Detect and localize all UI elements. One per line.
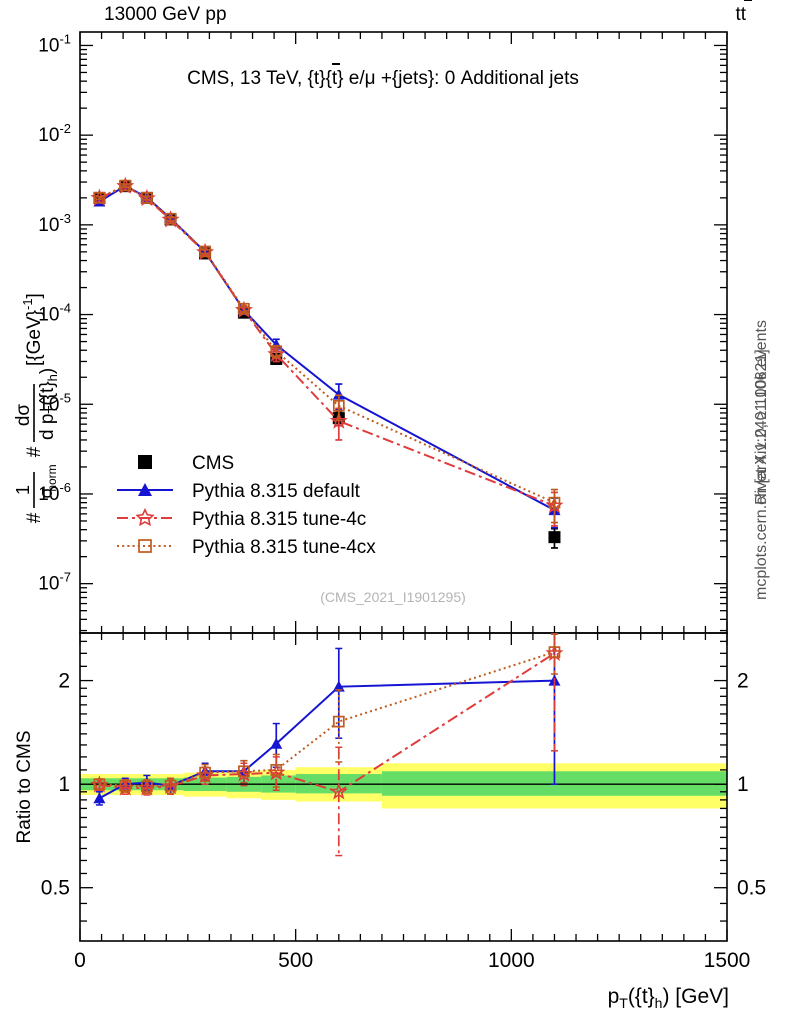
- marker-square-open: [199, 245, 211, 258]
- analysis-watermark: (CMS_2021_I1901295): [320, 589, 466, 605]
- sidebar-labels: Rivet 4.1.0, ≥ 100k eventsmcplots.cern.c…: [753, 320, 770, 600]
- ratio-y-tick-label-right: 1: [737, 773, 749, 796]
- ratio-y-tick-label-right: 2: [737, 670, 749, 693]
- ratio-panel-data: [90, 633, 564, 857]
- marker-square-open: [164, 212, 177, 225]
- ratio-series-line: [99, 652, 556, 793]
- marker-square-open: [238, 302, 250, 315]
- marker-square-open: [119, 179, 132, 192]
- x-tick-label: 500: [278, 949, 313, 972]
- y-tick-label: 10-3: [38, 211, 71, 236]
- sidebar-mcplots-label: mcplots.cern.ch [arXiv:2401.10621]: [753, 349, 770, 600]
- legend-label: Pythia 8.315 tune-4c: [192, 509, 366, 530]
- marker-square-open: [332, 715, 345, 728]
- marker-triangle-filled: [332, 388, 345, 400]
- main-panel-frame: [79, 31, 728, 634]
- ratio-series-pythia-8-315-tune-4cx: [93, 633, 561, 795]
- legend-item-2[interactable]: Pythia 8.315 tune-4c: [117, 507, 366, 530]
- series-line: [98, 184, 555, 504]
- svg-text:dσ: dσ: [13, 404, 34, 427]
- series-pythia-8-315-tune-4cx: [93, 179, 561, 524]
- marker-square-open: [138, 539, 152, 553]
- legend-item-1[interactable]: Pythia 8.315 default: [117, 481, 361, 502]
- ratio-panel-ticks: [79, 633, 728, 941]
- svg-text:d pT({t}h): d pT({t}h): [37, 368, 60, 440]
- x-axis-title: pT({t}h) [GeV]: [608, 985, 729, 1011]
- marker-square-filled: [548, 531, 561, 544]
- y-tick-label: 10-7: [38, 570, 71, 595]
- marker-square-open: [93, 192, 106, 204]
- marker-square-open: [164, 779, 177, 792]
- ratio-uncertainty-bands: [80, 763, 727, 809]
- legend-label: Pythia 8.315 tune-4cx: [192, 537, 376, 558]
- y-tick-label: 10-2: [38, 121, 71, 146]
- marker-square-open: [270, 764, 283, 776]
- main-panel-y-ticks: [79, 32, 728, 633]
- ratio-y-tick-label-right: 0.5: [737, 877, 766, 900]
- marker-square-open: [199, 766, 211, 779]
- ratio-y-tick-label: 2: [58, 670, 70, 693]
- marker-square-open: [119, 779, 132, 792]
- ratio-y-axis-title: Ratio to CMS: [14, 731, 35, 844]
- x-tick-label: 1500: [704, 949, 751, 972]
- axis-labels: 10-110-210-310-410-510-610-72 21 10.5 0.50 5…: [13, 31, 766, 1011]
- ratio-series-pythia-8-315-tune-4c: [90, 633, 564, 857]
- x-tick-label: 0: [74, 949, 86, 972]
- svg-text:norm: norm: [45, 464, 59, 491]
- marker-triangle-filled: [138, 483, 152, 496]
- marker-star-open: [329, 782, 348, 800]
- marker-square-filled: [138, 455, 152, 469]
- marker-triangle-filled: [332, 680, 345, 692]
- marker-square-open: [548, 496, 561, 509]
- header-beam: 13000 GeV pp: [104, 4, 227, 25]
- main-panel-data: [90, 176, 564, 549]
- series-line: [98, 185, 555, 507]
- series-line: [98, 184, 555, 512]
- ratio-series-line: [99, 651, 555, 788]
- sidebar-rivet-label: Rivet 4.1.0, ≥ 100k events: [753, 320, 770, 505]
- marker-square-open: [332, 400, 345, 412]
- plot-title: CMS, 13 TeV, {t}{t} e/μ +{jets}: 0 Addit…: [0, 63, 786, 90]
- x-tick-label: 1000: [488, 949, 535, 972]
- y-tick-label: 10-1: [38, 31, 71, 56]
- marker-triangle-filled: [93, 792, 106, 804]
- svg-text:σ: σ: [36, 487, 56, 498]
- legend-label: CMS: [192, 453, 234, 474]
- legend-item-3[interactable]: Pythia 8.315 tune-4cx: [117, 537, 376, 558]
- marker-square-open: [548, 646, 561, 658]
- marker-square-open: [93, 778, 106, 790]
- svg-text:#: #: [24, 446, 45, 457]
- svg-text:#: #: [24, 512, 45, 523]
- marker-square-open: [141, 192, 153, 204]
- legend-item-0[interactable]: CMS: [138, 453, 234, 474]
- ratio-y-tick-label: 1: [58, 773, 70, 796]
- marker-star-open: [135, 507, 155, 527]
- legend[interactable]: CMS Pythia 8.315 default Pythia 8.315 tune…: [117, 453, 376, 558]
- marker-triangle-filled: [270, 737, 283, 749]
- legend-label: Pythia 8.315 default: [192, 481, 361, 502]
- marker-square-open: [270, 345, 283, 358]
- series-pythia-8-315-default: [93, 179, 561, 529]
- svg-text:1: 1: [13, 485, 33, 495]
- marker-square-open: [141, 780, 153, 793]
- marker-star-open: [329, 411, 348, 429]
- marker-square-open: [238, 765, 250, 778]
- sidebar-rivet-label: [745, 0, 762, 30]
- ratio-y-tick-label: 0.5: [41, 877, 70, 900]
